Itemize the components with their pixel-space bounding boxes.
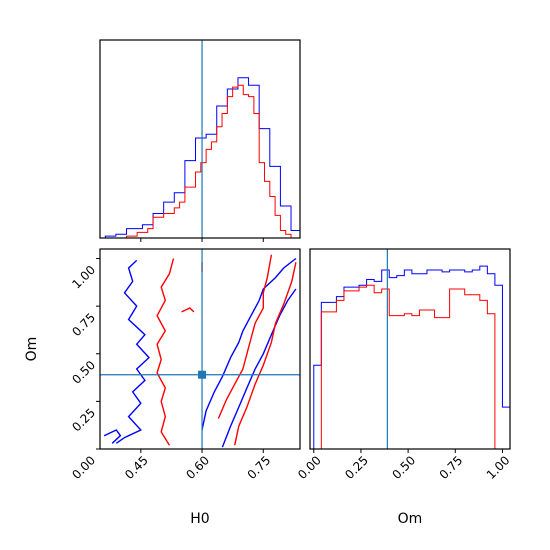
contour-line-4: [156, 258, 175, 446]
hist-om-series-1: [313, 284, 510, 450]
contour-xtick-label-1: 0.60: [183, 453, 212, 482]
hist-om-xtick-label-3: 0.75: [437, 453, 466, 482]
contour-xtick-label-2: 0.75: [245, 453, 274, 482]
contour-ytick-label-1: 0.25: [69, 406, 98, 435]
contour-line-2: [221, 288, 297, 448]
contour-line-3: [103, 429, 122, 444]
contour-ylabel: Om: [24, 337, 40, 362]
contour-ytick-label-2: 0.50: [69, 358, 98, 387]
hist-om-series-0: [313, 265, 511, 449]
hist-om-frame: [309, 248, 511, 450]
hist-h0-frame: [99, 39, 301, 239]
contour-ytick-label-3: 0.75: [69, 310, 98, 339]
hist-om-xtick-label-4: 1.00: [484, 453, 513, 482]
hist-om-xtick-label-1: 0.25: [342, 453, 371, 482]
contour-line-6: [234, 262, 297, 446]
contour-line-5: [217, 254, 273, 419]
panel-hist-h0: [99, 39, 301, 242]
contour-ytick-label-0: 0.00: [69, 453, 98, 482]
hist-h0-series-1: [100, 84, 300, 239]
hist-om-xtick-label-2: 0.50: [389, 453, 418, 482]
panel-hist-om: 0.00 0.25 0.50 0.75 1.00 Om: [295, 248, 513, 527]
contour-frame: [99, 248, 301, 450]
contour-ytick-label-4: 1.00: [69, 263, 98, 292]
contour-xlabel: H0: [190, 511, 209, 527]
hist-h0-series-0: [100, 77, 301, 239]
hist-om-xlabel: Om: [398, 511, 423, 527]
panel-contour-h0-om: 0.45 0.60 0.75 0.00 0.25 0.50 0.75 1.00 H0 Om: [24, 248, 301, 527]
contour-line-0: [115, 259, 150, 444]
contour-line-7: [181, 307, 195, 313]
hist-om-xtick-label-0: 0.00: [295, 453, 324, 482]
contour-line-1: [201, 257, 297, 431]
contour-xtick-label-0: 0.45: [122, 453, 151, 482]
truth-marker: [198, 370, 207, 379]
